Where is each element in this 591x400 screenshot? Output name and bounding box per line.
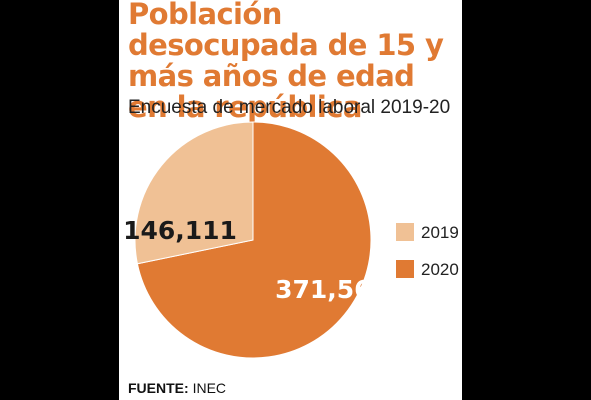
pie-slices [134, 121, 372, 359]
pie-chart: 371,567 146,111 2019 2020 [123, 121, 459, 359]
legend-label-2019: 2019 [421, 223, 459, 242]
pie-slice-labels: 371,567 146,111 [123, 216, 389, 304]
legend-label-2020: 2020 [421, 260, 459, 279]
pie-slice-2019 [134, 121, 254, 265]
chart-legend: 2019 2020 [396, 223, 459, 279]
infographic-panel: Población desocupada de 15 y más años de… [119, 0, 462, 400]
legend-swatch-2020 [396, 260, 414, 278]
source-label: FUENTE: [128, 380, 189, 396]
slice-value-label-2020: 371,567 [275, 275, 389, 304]
source-value: INEC [192, 380, 227, 396]
source-note: FUENTE: INEC [128, 380, 226, 396]
legend-swatch-2019 [396, 223, 414, 241]
chart-subtitle: Encuesta de mercado laboral 2019-20 [128, 97, 451, 118]
slice-value-label-2019: 146,111 [123, 216, 237, 245]
chart-title: Población desocupada de 15 y más años de… [128, 0, 444, 124]
pie-slice-2020 [136, 121, 372, 359]
